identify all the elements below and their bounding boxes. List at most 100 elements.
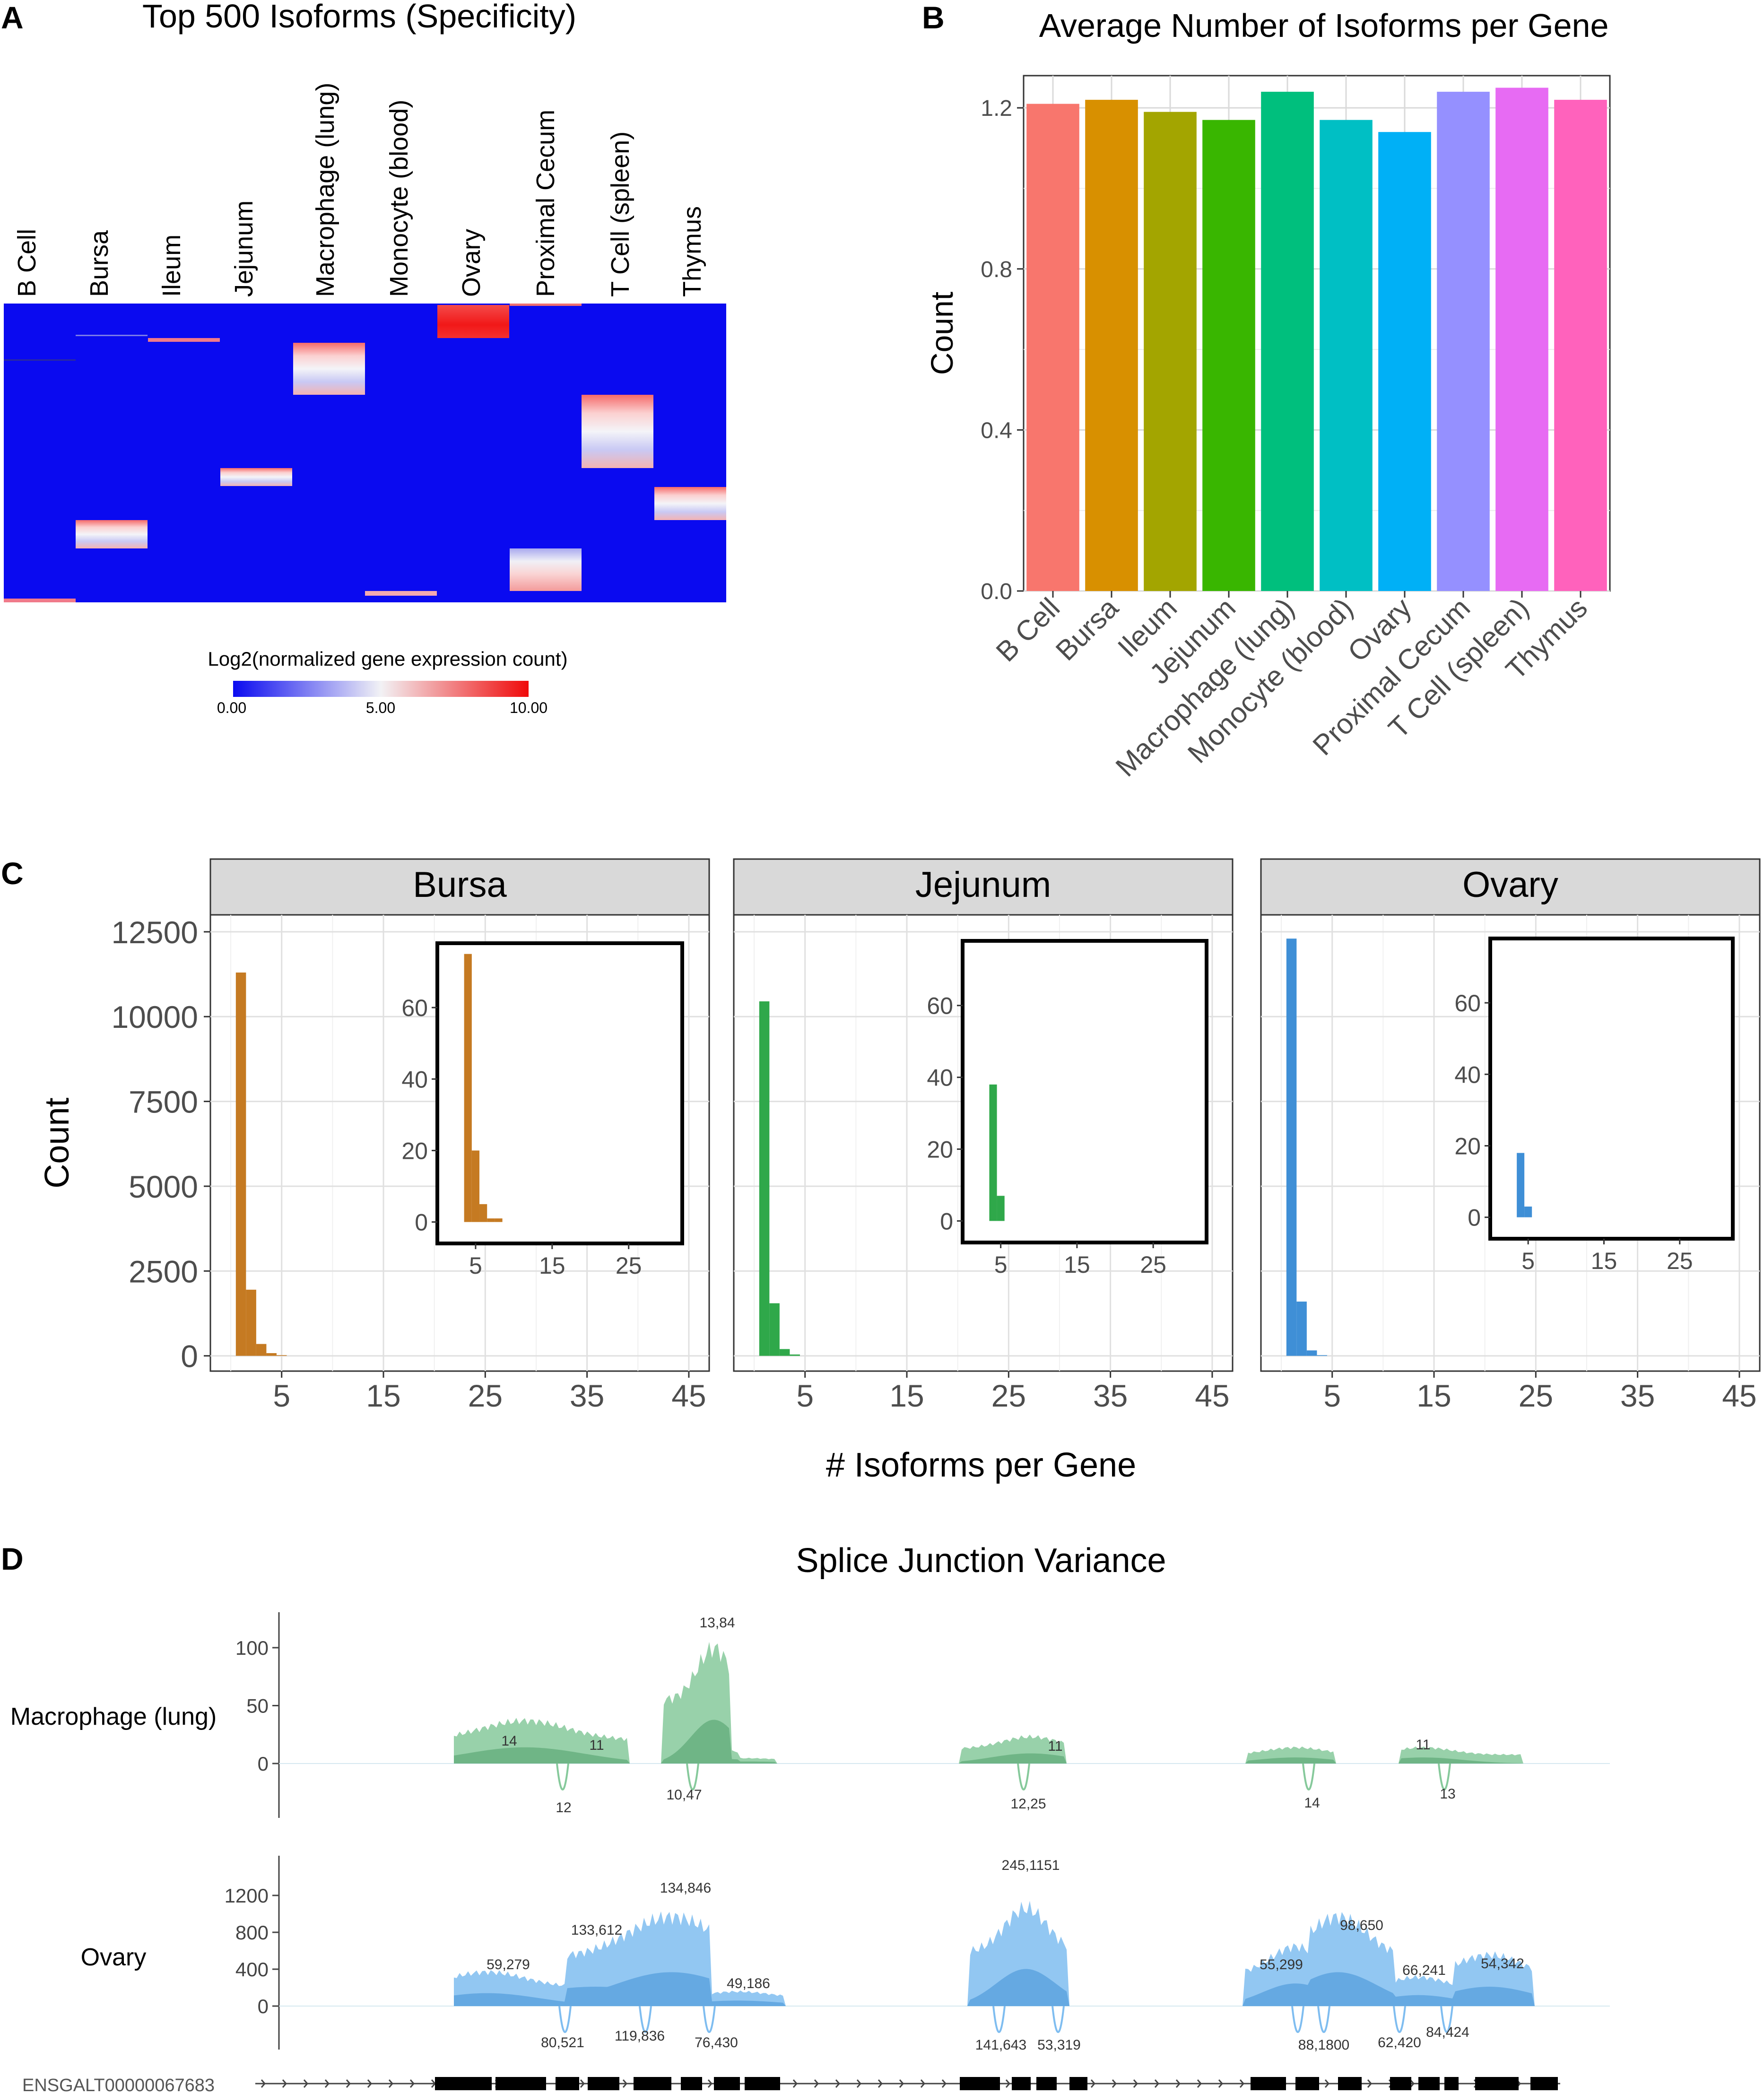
heatmap-legend-title: Log2(normalized gene expression count)	[208, 648, 567, 670]
strand-arrow	[261, 2079, 266, 2088]
heatmap-block-thymus	[654, 487, 726, 520]
strand-arrow	[1218, 2079, 1223, 2088]
strand-arrow	[622, 2079, 627, 2088]
inset-y-tick-label: 40	[1454, 1061, 1481, 1088]
junction-label: 245,1151	[1002, 1858, 1060, 1873]
heatmap-stripe	[148, 338, 220, 342]
junction-label: 13	[1440, 1786, 1455, 1802]
x-tick-label: 15	[889, 1378, 924, 1413]
exon-block	[1418, 2077, 1440, 2090]
exon-block	[714, 2077, 740, 2090]
junction-arc	[992, 2006, 1006, 2033]
y-tick-label: 1.2	[981, 96, 1012, 121]
splice-junction-tracks: Splice Junction Variance 0 50 100 Macrophage…	[10, 1542, 1610, 2094]
junction-label: 12	[556, 1800, 571, 1816]
histogram-bar	[790, 1354, 800, 1356]
y-tick-label: 0	[181, 1339, 198, 1374]
y-tick-label: 50	[246, 1695, 269, 1717]
x-tick-label: 25	[991, 1378, 1026, 1413]
inset-histogram-bar	[464, 954, 472, 1222]
bar	[1554, 100, 1607, 591]
junction-arc	[1302, 1763, 1315, 1790]
junction-label: 62,420	[1378, 2035, 1421, 2051]
junction-arc	[558, 2006, 572, 2033]
track-name: Macrophage (lung)	[10, 1703, 217, 1730]
heatmap-legend-bar	[233, 681, 529, 697]
strand-arrow	[409, 2079, 415, 2088]
strand-arrow	[580, 2079, 585, 2088]
heatmap-block-cecum	[510, 548, 582, 591]
heatmap-stripe	[510, 304, 582, 306]
facet-strip	[733, 858, 1234, 916]
exon-block	[745, 2077, 780, 2090]
heatmap-col-label: T Cell (spleen)	[606, 131, 634, 297]
exon-block	[1251, 2077, 1286, 2090]
x-tick-label: 35	[1093, 1378, 1128, 1413]
panel-letter-a: A	[1, 0, 24, 35]
x-tick-label: 5	[1323, 1378, 1341, 1413]
heatmap-legend-tick: 10.00	[510, 699, 547, 716]
x-tick-label: 45	[1195, 1378, 1229, 1413]
y-tick-label: 0.0	[981, 579, 1012, 604]
inset-histogram-bar	[479, 1204, 487, 1222]
histogram-bar	[779, 1349, 790, 1356]
heatmap-column-labels: B Cell Bursa Ileum Jejunum Macrophage (l…	[13, 83, 706, 297]
strand-arrow	[303, 2079, 308, 2088]
heatmap-col-label: Monocyte (blood)	[385, 100, 413, 297]
y-tick-label: 12500	[111, 915, 198, 950]
histogram-bar	[246, 1289, 256, 1356]
inset-histogram-bar	[487, 1218, 495, 1222]
junction-label: 55,299	[1260, 1957, 1303, 1972]
inset-x-tick-label: 15	[539, 1252, 565, 1279]
inset-y-tick-label: 20	[927, 1137, 953, 1163]
histogram-bar	[1286, 938, 1297, 1356]
y-tick-label: 0	[258, 1995, 269, 2017]
junction-arc	[1051, 2006, 1065, 2033]
x-tick-label: 15	[366, 1378, 400, 1413]
heatmap-stripe	[4, 359, 76, 361]
strand-arrow	[1324, 2079, 1330, 2088]
bar	[1085, 100, 1138, 591]
junction-label: 11	[1048, 1738, 1062, 1754]
y-tick-label: 10000	[111, 999, 198, 1034]
y-tick-label: 0.8	[981, 257, 1012, 282]
chart-title: Splice Junction Variance	[796, 1542, 1166, 1580]
exon-block	[588, 2077, 619, 2090]
strand-arrow	[707, 2079, 713, 2088]
strand-arrow	[856, 2079, 861, 2088]
exon-block	[1390, 2077, 1411, 2090]
junction-label: 59,279	[487, 1957, 530, 1972]
junction-label: 12,25	[1010, 1796, 1046, 1812]
exon-block	[681, 2077, 702, 2090]
inset-y-tick-label: 60	[927, 993, 953, 1019]
histogram-bar	[235, 972, 246, 1356]
junction-arc	[703, 2006, 716, 2033]
heatmap-stripe	[76, 335, 148, 336]
bar	[1261, 92, 1314, 591]
junction-label: 134,846	[660, 1880, 711, 1896]
exon-block	[1475, 2077, 1519, 2090]
strand-arrow	[835, 2079, 840, 2088]
inset-histogram-bar	[997, 1196, 1005, 1221]
strand-arrow	[878, 2079, 883, 2088]
panel-letter-b: B	[922, 0, 945, 35]
strand-arrow	[1005, 2079, 1010, 2088]
junction-label: 53,319	[1037, 2037, 1081, 2053]
inset-panel	[961, 939, 1208, 1244]
junction-label: 88,1800	[1298, 2037, 1349, 2053]
histogram-bar	[769, 1303, 780, 1356]
heatmap-col-label: Macrophage (lung)	[311, 83, 339, 297]
strand-arrow	[1239, 2079, 1244, 2088]
y-tick-label: 5000	[129, 1169, 198, 1204]
junction-arc	[556, 1763, 569, 1790]
inset-histogram-bar	[471, 1150, 480, 1222]
heatmap-col-label: Proximal Cecum	[531, 110, 560, 297]
strand-arrow	[367, 2079, 372, 2088]
inset-histogram-bar	[495, 1218, 503, 1222]
junction-label: 76,430	[695, 2035, 738, 2051]
heatmap-block-tcell	[582, 395, 653, 468]
heatmap-block-jejunum	[220, 468, 292, 486]
histogram-bar	[256, 1344, 267, 1356]
junction-arc	[1317, 2006, 1330, 2033]
heatmap	[4, 304, 726, 602]
